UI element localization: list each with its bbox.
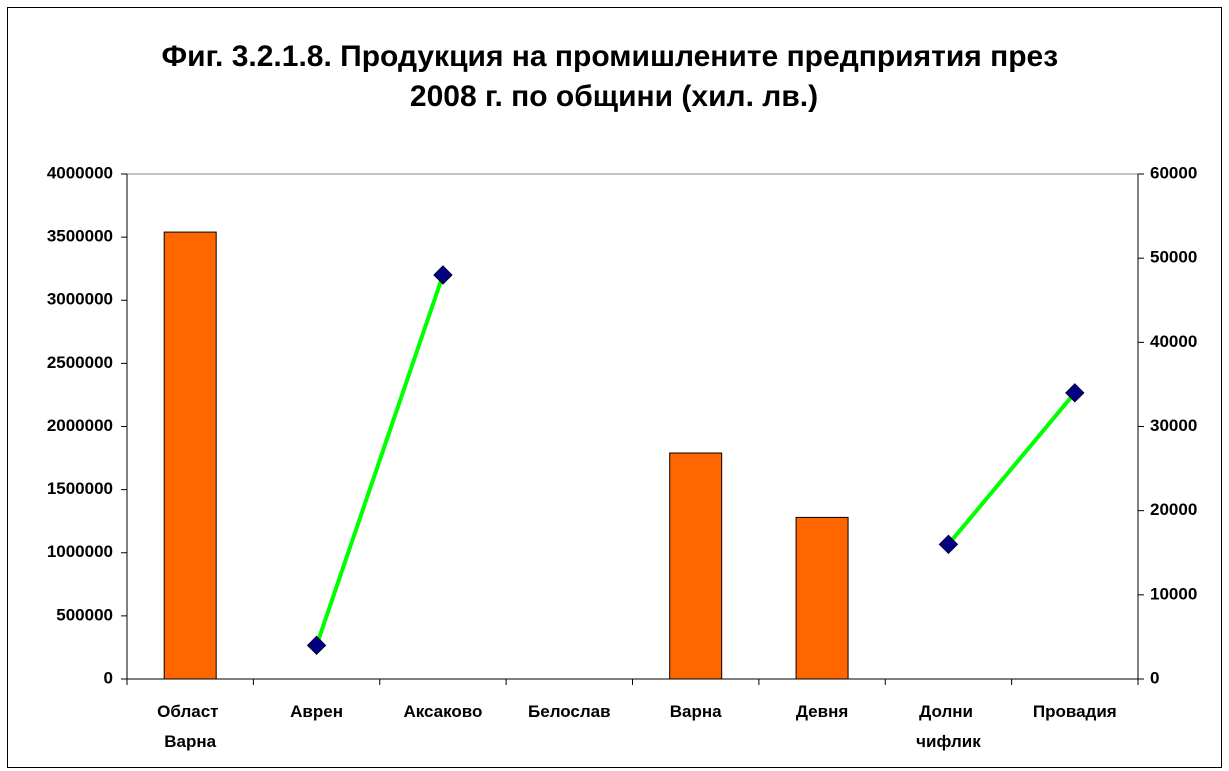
y-tick-label: 4000000 [47,163,113,182]
y2-tick-label: 60000 [1150,163,1197,182]
x-tick-label: Аксаково [403,702,482,721]
y-tick-label: 2000000 [47,416,113,435]
bar [669,452,723,680]
y2-tick-label: 50000 [1150,248,1197,267]
y2-tick-label: 40000 [1150,332,1197,351]
marker [938,534,959,555]
marker [433,265,453,285]
y-tick-label: 0 [104,668,113,687]
x-tick-label: Аврен [290,702,343,721]
y-tick-label: 500000 [56,605,113,624]
line [314,274,1077,646]
y2-tick-label: 0 [1150,668,1159,687]
x-tick-label: Долни чифлик [916,702,981,751]
x-tick-label: Провадия [1033,702,1117,721]
y-tick-label: 3000000 [47,290,113,309]
y-tick-label: 3500000 [47,227,113,246]
x-tick-label: Област Варна [157,702,223,751]
x-tick-label: Белослав [528,702,611,721]
y-tick-label: 1000000 [47,542,113,561]
x-tick-label: Варна [670,702,722,721]
y-tick-label: 2500000 [47,353,113,372]
marker [1065,383,1085,403]
x-tick-label: Девня [796,702,848,721]
y2-tick-label: 30000 [1150,416,1197,435]
marker [306,635,327,656]
y2-tick-label: 20000 [1150,500,1197,519]
bar [795,516,849,680]
y-tick-label: 1500000 [47,479,113,498]
y2-tick-label: 10000 [1150,584,1197,603]
chart-title: Фиг. 3.2.1.8. Продукция на промишлените … [162,40,1067,113]
bar [163,231,217,680]
